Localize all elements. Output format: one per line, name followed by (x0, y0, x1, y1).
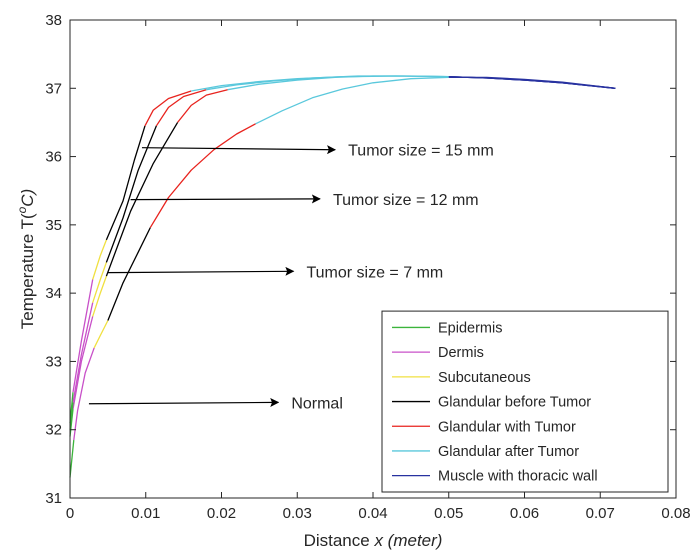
legend-label: Glandular before Tumor (438, 395, 591, 411)
series-segment (92, 275, 108, 317)
y-tick-label: 36 (45, 149, 62, 166)
annotation-label: Tumor size = 12 mm (333, 192, 479, 209)
series-line (69, 75, 616, 423)
series-segment (72, 279, 94, 393)
series-segment (105, 122, 179, 277)
legend: Epidermis Dermis Subcutaneous Glandular bef… (381, 310, 669, 493)
legend-label: Glandular after Tumor (438, 444, 579, 460)
annotation-layer: Tumor size = 15 mm Tumor size = 12 mm Tumo… (88, 143, 494, 412)
x-tick-label: 0.05 (434, 505, 463, 522)
series-segment (107, 227, 151, 321)
y-tick-label: 33 (45, 353, 62, 370)
series-segment (105, 125, 146, 241)
x-tick-label: 0.06 (510, 505, 539, 522)
y-tick-label: 35 (45, 217, 62, 234)
legend-label: Epidermis (438, 320, 502, 336)
x-axis-label: Distance x (meter) (304, 531, 443, 550)
axis-layer: 0 0.01 0.02 0.03 0.04 0.05 0.06 0.07 0.08 31 32 33 3… (45, 12, 690, 522)
x-tick-label: 0.07 (586, 505, 615, 522)
series-layer (69, 75, 616, 478)
series-segment (448, 76, 616, 89)
series-segment (73, 347, 95, 441)
y-tick-label: 31 (45, 490, 62, 507)
x-tick-label: 0.02 (207, 505, 236, 522)
series-segment (191, 75, 449, 92)
x-tick-label: 0.08 (661, 505, 690, 522)
annotation-arrow (88, 397, 280, 407)
series-segment (69, 439, 75, 478)
series-segment (177, 89, 228, 123)
annotation-arrow (130, 194, 321, 204)
y-axis-label: Temperature T(oC) (15, 189, 37, 330)
x-tick-label: 0 (66, 505, 74, 522)
series-segment (93, 320, 109, 349)
legend-label: Subcutaneous (438, 370, 531, 386)
legend-label: Muscle with thoracic wall (438, 469, 598, 485)
annotation-label: Normal (291, 395, 343, 412)
x-tick-label: 0.04 (358, 505, 387, 522)
x-tick-label: 0.03 (283, 505, 312, 522)
annotation-label: Tumor size = 15 mm (348, 143, 494, 160)
y-tick-label: 32 (45, 422, 62, 439)
series-segment (155, 89, 207, 127)
legend-label: Glandular with Tumor (438, 419, 576, 435)
y-tick-label: 34 (45, 285, 62, 302)
y-tick-label: 37 (45, 80, 62, 97)
series-segment (72, 316, 94, 410)
series-segment (92, 262, 108, 303)
series-segment (149, 123, 256, 228)
series-segment (255, 76, 449, 125)
x-tick-label: 0.01 (131, 505, 160, 522)
series-segment (72, 302, 94, 403)
legend-label: Dermis (438, 345, 484, 361)
annotation-arrow (107, 266, 295, 276)
annotation-arrow (141, 145, 337, 155)
series-segment (92, 239, 108, 280)
series-segment (144, 90, 192, 127)
y-tick-label: 38 (45, 12, 62, 29)
annotation-label: Tumor size = 7 mm (306, 264, 443, 281)
